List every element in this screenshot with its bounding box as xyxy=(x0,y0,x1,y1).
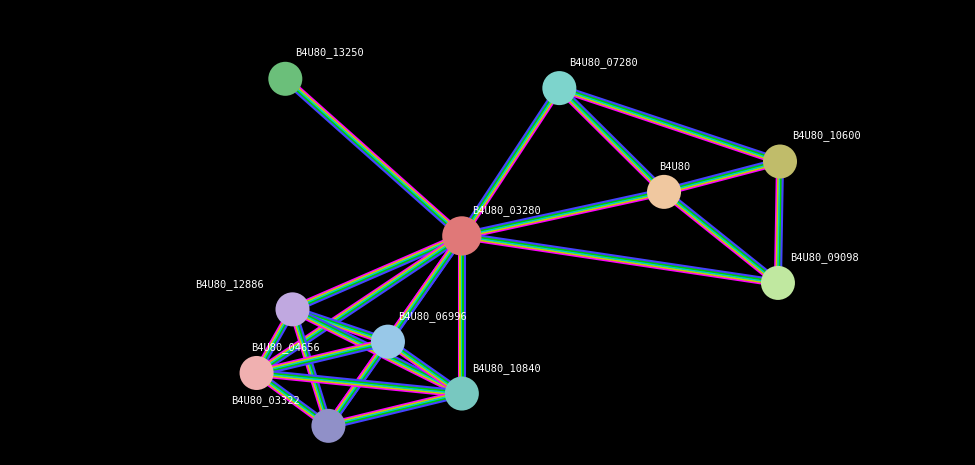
Point xyxy=(380,338,396,345)
Point xyxy=(770,279,786,286)
Text: B4U80_04656: B4U80_04656 xyxy=(252,343,320,353)
Text: B4U80_12886: B4U80_12886 xyxy=(195,279,264,290)
Text: B4U80_07280: B4U80_07280 xyxy=(569,57,639,67)
Text: B4U80: B4U80 xyxy=(659,162,690,173)
Text: B4U80_09098: B4U80_09098 xyxy=(791,252,859,263)
Point xyxy=(321,422,336,430)
Point xyxy=(772,158,788,165)
Point xyxy=(278,75,293,82)
Text: B4U80_10600: B4U80_10600 xyxy=(793,130,861,141)
Text: B4U80_10840: B4U80_10840 xyxy=(472,363,541,374)
Point xyxy=(454,232,470,239)
Point xyxy=(552,84,567,92)
Point xyxy=(285,306,300,313)
Text: B4U80_06996: B4U80_06996 xyxy=(398,311,467,322)
Text: B4U80_03322: B4U80_03322 xyxy=(231,395,299,406)
Point xyxy=(656,188,672,196)
Text: B4U80_13250: B4U80_13250 xyxy=(295,47,365,58)
Point xyxy=(249,369,264,377)
Point xyxy=(454,390,470,397)
Text: B4U80_03280: B4U80_03280 xyxy=(472,206,541,216)
